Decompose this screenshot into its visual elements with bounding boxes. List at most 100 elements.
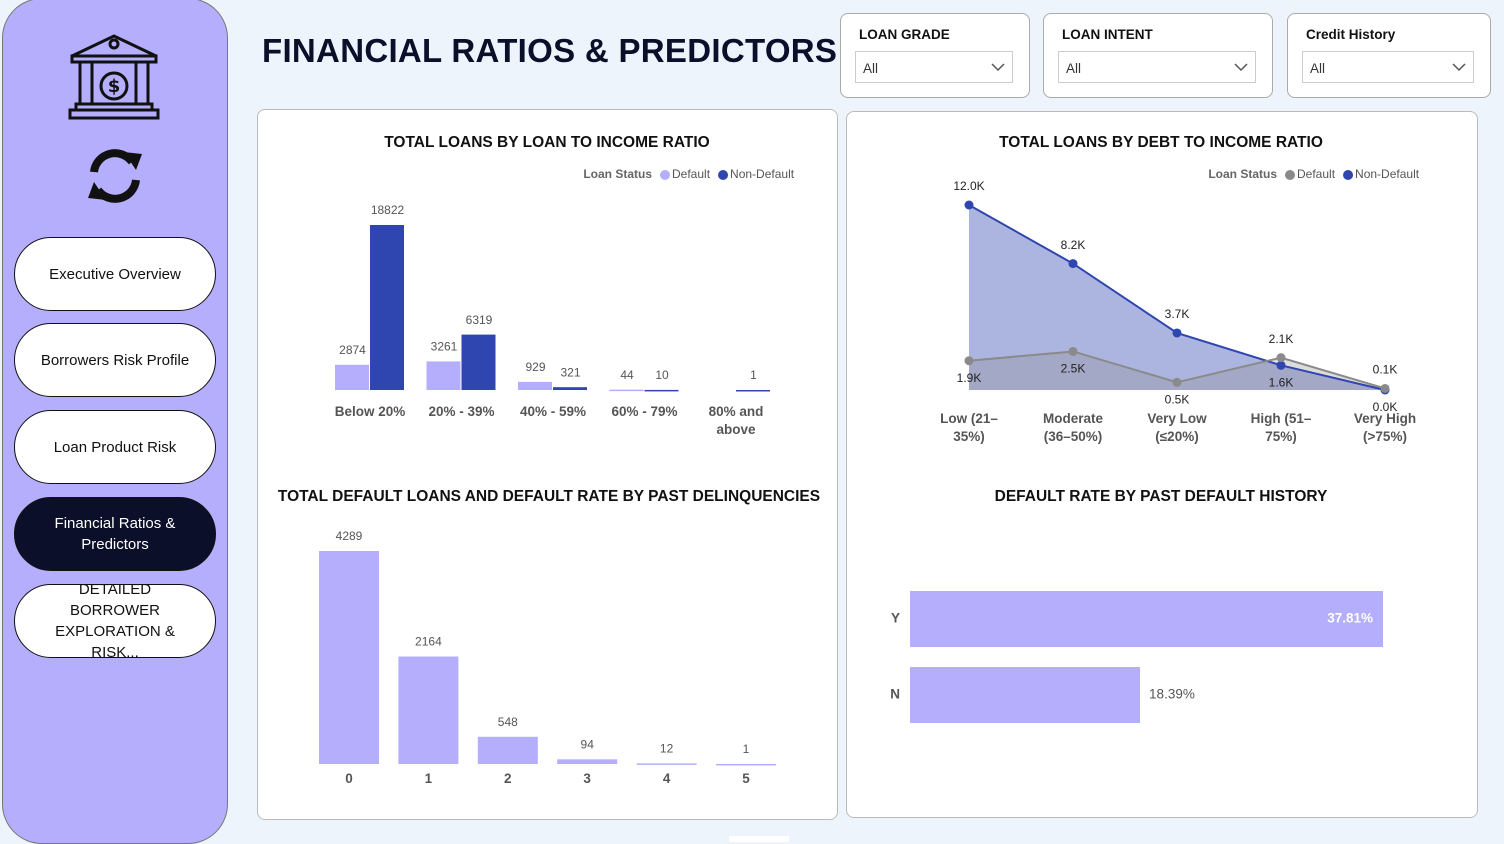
legend-label: Default <box>672 167 711 181</box>
nav-button[interactable]: Borrowers Risk Profile <box>14 323 216 397</box>
x-tick-label: 80% and above <box>708 404 764 437</box>
page-title: FINANCIAL RATIOS & PREDICTORS <box>262 32 838 69</box>
nav-button[interactable]: Financial Ratios & Predictors <box>14 497 216 571</box>
filter: LOAN INTENT All <box>1043 13 1273 98</box>
bar <box>518 381 552 390</box>
bar <box>557 759 618 764</box>
dropdown[interactable]: All <box>1058 51 1256 83</box>
data-label: 0.0K <box>1373 400 1398 414</box>
filter: Credit History All <box>1287 13 1491 98</box>
bar <box>716 763 776 766</box>
y-tick-label: N <box>890 687 900 702</box>
filter-label: Credit History <box>1306 27 1396 42</box>
x-tick-label-box: Very High (>75%) <box>1353 411 1417 444</box>
x-tick-label-box: 60% - 79% <box>611 404 677 419</box>
point <box>964 200 974 210</box>
x-tick-label: Very High (>75%) <box>1353 411 1417 444</box>
filter-label: LOAN GRADE <box>859 27 950 42</box>
data-label: 929 <box>525 360 545 374</box>
x-tick-label: High (51–75%) <box>1250 411 1312 444</box>
bar <box>319 551 379 764</box>
point <box>1172 328 1182 338</box>
y-tick-label: Y <box>891 611 900 626</box>
data-label: 1.9K <box>957 371 982 385</box>
x-tick-label-box: Below 20% <box>334 404 406 419</box>
chart-title: TOTAL LOANS BY DEBT TO INCOME RATIO <box>999 134 1323 151</box>
x-tick-label: Very Low (≤20%) <box>1147 411 1207 444</box>
bar <box>609 389 644 392</box>
legend-marker <box>1343 170 1354 180</box>
data-label: 3.7K <box>1165 307 1190 321</box>
point <box>1276 360 1286 370</box>
chevron <box>991 63 1005 72</box>
x-tick-label: 2 <box>504 771 512 786</box>
dropdown[interactable]: All <box>1302 51 1474 83</box>
point <box>964 356 974 366</box>
point <box>1068 346 1078 356</box>
filter-label: LOAN INTENT <box>1062 27 1153 42</box>
x-tick-label-box: 80% and above <box>708 404 764 437</box>
x-tick-label-box: Very Low (≤20%) <box>1147 411 1207 444</box>
data-label: 2.1K <box>1269 332 1294 346</box>
bar <box>335 364 369 390</box>
chevron <box>1234 63 1248 72</box>
point <box>1172 377 1182 387</box>
bank-icon: $ <box>68 34 160 120</box>
legend-marker <box>1285 170 1295 180</box>
x-tick-label: 20% - 39% <box>428 404 495 419</box>
x-tick-label: Below 20% <box>334 404 406 419</box>
data-label: 321 <box>560 365 580 379</box>
nav-button[interactable]: Loan Product Risk <box>14 410 216 484</box>
x-tick-label-box: 3 <box>583 771 591 786</box>
bar <box>636 763 697 765</box>
x-tick-label: Moderate (36–50%) <box>1042 411 1103 444</box>
x-tick-label: 3 <box>583 771 591 786</box>
area <box>969 205 1385 390</box>
point <box>1068 259 1078 269</box>
page-tab <box>729 836 789 842</box>
bar <box>370 225 404 390</box>
x-tick-label-box: Low (21–35%) <box>940 411 998 444</box>
x-tick-label-box: 0 <box>345 771 353 786</box>
nav-button[interactable]: DETAILED BORROWER EXPLORATION & RISK... <box>14 581 216 661</box>
legend-label: Non-Default <box>1355 167 1420 181</box>
legend-marker <box>718 170 729 180</box>
chart-title: TOTAL LOANS BY LOAN TO INCOME RATIO <box>384 134 710 151</box>
bar <box>644 389 679 392</box>
data-label: 18.39% <box>1149 687 1195 702</box>
data-label: 2.5K <box>1061 362 1086 376</box>
legend-label: Default <box>1297 167 1336 181</box>
data-label: 6319 <box>466 313 493 327</box>
x-tick-label: 5 <box>742 771 750 786</box>
legend-title: Loan Status <box>583 167 652 181</box>
data-label: 94 <box>581 738 595 752</box>
nav-button[interactable]: Executive Overview <box>14 237 216 311</box>
x-tick-label: 40% - 59% <box>519 404 587 419</box>
data-label: 12.0K <box>953 179 984 193</box>
bar <box>553 387 587 390</box>
dropdown-value: All <box>1066 61 1082 76</box>
data-label: 4289 <box>336 529 363 543</box>
data-label: 37.81% <box>1327 611 1373 626</box>
x-tick-label-box: 40% - 59% <box>519 404 587 419</box>
dropdown[interactable]: All <box>855 51 1013 83</box>
x-tick-label-box: 5 <box>742 771 750 786</box>
x-tick-label-box: Moderate (36–50%) <box>1042 411 1103 444</box>
data-label: 1 <box>750 368 757 382</box>
refresh-icon[interactable] <box>86 148 144 204</box>
point <box>1380 383 1390 393</box>
data-label: 3261 <box>431 340 458 354</box>
data-label: 0.5K <box>1165 392 1190 406</box>
x-tick-label-box: High (51–75%) <box>1250 411 1312 444</box>
legend-label: Non-Default <box>730 167 795 181</box>
dropdown-value: All <box>1310 61 1326 76</box>
bar <box>461 334 496 390</box>
bar <box>426 361 461 390</box>
bar <box>477 736 538 764</box>
x-tick-label: 0 <box>345 771 353 786</box>
x-tick-label-box: 1 <box>425 771 433 786</box>
data-label: 2874 <box>339 343 366 357</box>
chart-title: TOTAL DEFAULT LOANS AND DEFAULT RATE BY … <box>278 488 820 505</box>
